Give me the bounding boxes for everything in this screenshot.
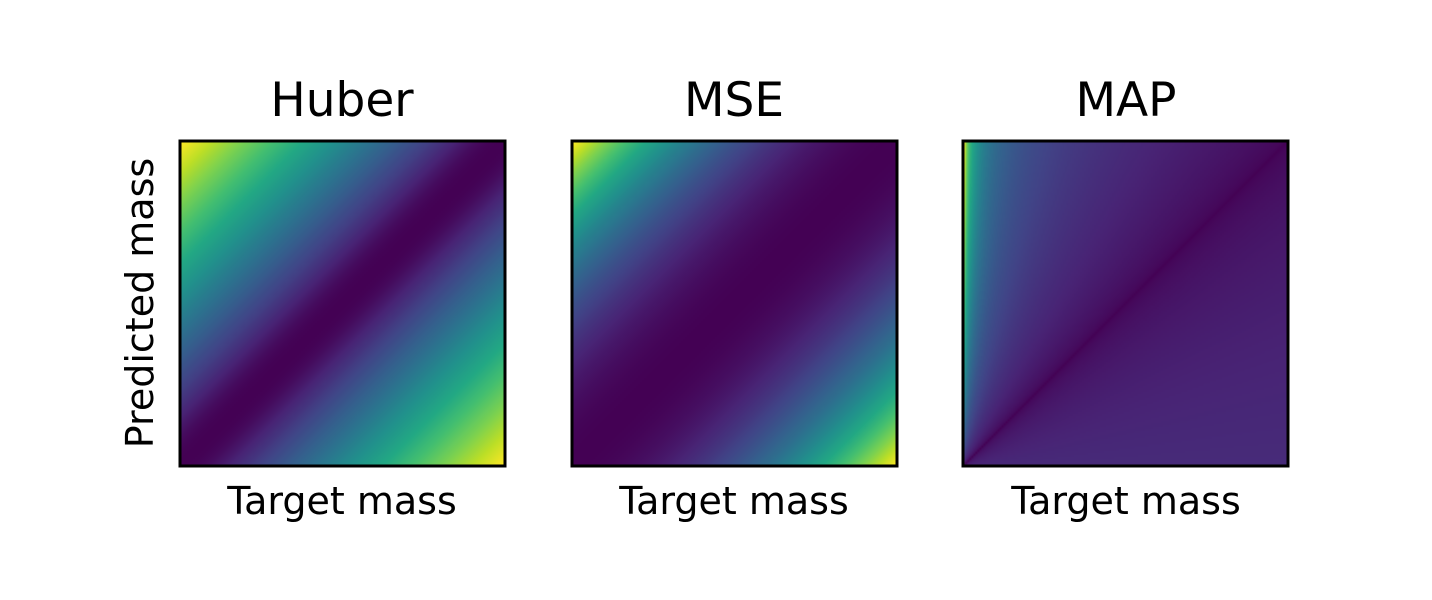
panel-map: MAP Target mass (961, 73, 1290, 523)
heatmap-mse (572, 141, 897, 466)
panel-mse: MSE Target mass (570, 73, 899, 523)
heatmap-huber (180, 141, 505, 466)
panel-huber: Huber Target mass (178, 73, 507, 523)
x-axis-label-huber: Target mass (226, 479, 457, 523)
y-axis-label: Predicted mass (118, 158, 162, 448)
plot-frame-map (961, 139, 1290, 468)
plot-frame-mse (570, 139, 899, 468)
panel-title-huber: Huber (270, 73, 414, 128)
x-axis-label-map: Target mass (1010, 479, 1241, 523)
x-axis-label-mse: Target mass (618, 479, 849, 523)
heatmap-map (963, 141, 1288, 466)
panel-title-map: MAP (1075, 73, 1176, 128)
plot-frame-huber (178, 139, 507, 468)
panel-title-mse: MSE (684, 73, 784, 128)
